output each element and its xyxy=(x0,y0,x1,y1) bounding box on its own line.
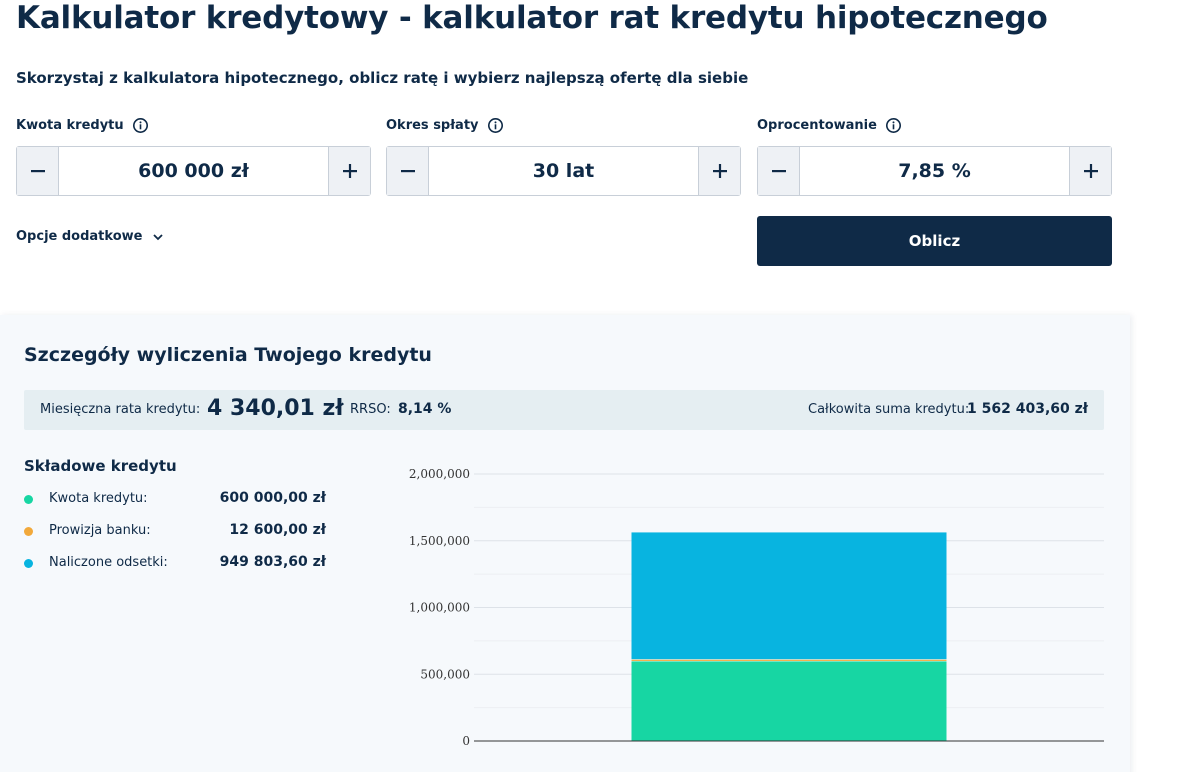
plus-icon xyxy=(342,164,357,178)
page-title: Kalkulator kredytowy - kalkulator rat kr… xyxy=(16,0,1048,36)
page-subtitle: Skorzystaj z kalkulatora hipotecznego, o… xyxy=(16,69,749,87)
monthly-installment-label: Miesięczna rata kredytu: xyxy=(40,402,201,417)
loan-amount-stepper: 600 000 zł xyxy=(16,146,371,196)
legend-dot xyxy=(24,559,33,568)
component-amount: 949 803,60 zł xyxy=(219,554,326,570)
increase-term-button[interactable] xyxy=(698,147,740,195)
interest-label-row: Oprocentowanie xyxy=(757,116,1112,134)
y-tick-label: 0 xyxy=(462,734,470,748)
interest-stepper: 7,85 % xyxy=(757,146,1112,196)
increase-loan-amount-button[interactable] xyxy=(328,147,370,195)
bar-segment xyxy=(631,660,947,741)
minus-icon xyxy=(30,170,45,173)
term-field: Okres spłaty 30 lat xyxy=(386,116,741,196)
term-label-row: Okres spłaty xyxy=(386,116,741,134)
loan-amount-input[interactable]: 600 000 zł xyxy=(138,160,249,182)
legend-dot xyxy=(24,527,33,536)
loan-amount-label-row: Kwota kredytu xyxy=(16,116,371,134)
credit-components-chart: 0 500,000 1,000,000 1,500,000 2,000,000 xyxy=(409,467,1104,748)
term-stepper: 30 lat xyxy=(386,146,741,196)
minus-icon xyxy=(400,170,415,173)
results-panel: Szczegóły wyliczenia Twojego kredytu Mie… xyxy=(0,315,1130,772)
interest-input[interactable]: 7,85 % xyxy=(898,160,971,182)
monthly-installment-value: 4 340,01 zł xyxy=(207,396,344,421)
component-amount: 600 000,00 zł xyxy=(219,490,326,506)
loan-amount-field: Kwota kredytu 600 000 zł xyxy=(16,116,371,196)
legend-dot xyxy=(24,495,33,504)
info-icon[interactable] xyxy=(132,117,149,134)
total-sum-label: Całkowita suma kredytu: xyxy=(808,402,970,417)
total-sum-value: 1 562 403,60 zł xyxy=(967,401,1088,417)
results-title: Szczegóły wyliczenia Twojego kredytu xyxy=(24,344,432,366)
loan-amount-label: Kwota kredytu xyxy=(16,117,124,133)
component-loan-amount: Kwota kredytu: 600 000,00 zł xyxy=(24,490,326,510)
interest-field: Oprocentowanie 7,85 % xyxy=(757,116,1112,196)
term-input[interactable]: 30 lat xyxy=(532,160,595,182)
y-tick-label: 2,000,000 xyxy=(409,467,470,481)
component-bank-fee: Prowizja banku: 12 600,00 zł xyxy=(24,522,326,542)
component-amount: 12 600,00 zł xyxy=(229,522,326,538)
plus-icon xyxy=(1083,164,1098,178)
summary-bar: Miesięczna rata kredytu: 4 340,01 zł RRS… xyxy=(24,390,1104,430)
y-tick-label: 1,000,000 xyxy=(409,601,470,615)
component-name: Kwota kredytu: xyxy=(49,491,148,506)
plus-icon xyxy=(712,164,727,178)
calculate-button[interactable]: Oblicz xyxy=(757,216,1112,266)
bar-segment xyxy=(631,532,947,660)
minus-icon xyxy=(771,170,786,173)
rrso-label: RRSO: xyxy=(350,402,391,417)
info-icon[interactable] xyxy=(487,117,504,134)
extra-options-toggle[interactable]: Opcje dodatkowe xyxy=(16,229,165,244)
interest-label: Oprocentowanie xyxy=(757,117,877,133)
increase-interest-button[interactable] xyxy=(1069,147,1111,195)
bar-segment xyxy=(631,659,947,661)
decrease-interest-button[interactable] xyxy=(758,147,800,195)
chevron-down-icon xyxy=(151,230,165,244)
component-interest: Naliczone odsetki: 949 803,60 zł xyxy=(24,554,326,574)
y-tick-label: 1,500,000 xyxy=(409,534,470,548)
component-name: Prowizja banku: xyxy=(49,523,151,538)
info-icon[interactable] xyxy=(885,117,902,134)
components-title: Składowe kredytu xyxy=(24,457,177,475)
decrease-term-button[interactable] xyxy=(387,147,429,195)
y-tick-label: 500,000 xyxy=(420,667,470,681)
extra-options-label: Opcje dodatkowe xyxy=(16,229,143,244)
rrso-value: 8,14 % xyxy=(398,401,452,417)
term-label: Okres spłaty xyxy=(386,117,479,133)
decrease-loan-amount-button[interactable] xyxy=(17,147,59,195)
component-name: Naliczone odsetki: xyxy=(49,555,168,570)
